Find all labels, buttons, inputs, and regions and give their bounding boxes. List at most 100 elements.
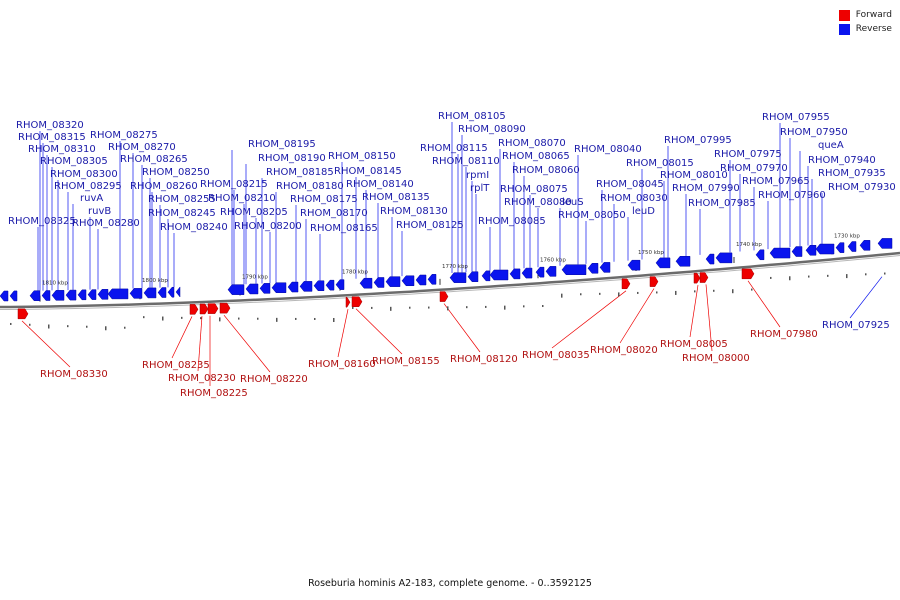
reverse-gene-arrow	[97, 289, 109, 300]
minor-mark	[447, 306, 449, 311]
reverse-gene-label: RHOM_08130	[380, 206, 448, 217]
reverse-gene-arrow	[373, 277, 385, 288]
reverse-gene-label: leuD	[632, 206, 655, 217]
reverse-gene-label: RHOM_07985	[688, 198, 756, 209]
scale-ticks: 1810 kbp 1800 kbp 1790 kbp 1780 kbp 1770 kbp…	[10, 233, 886, 331]
reverse-gene-label: RHOM_08185	[266, 167, 334, 178]
reverse-gene-label: rpmI	[466, 170, 489, 181]
reverse-gene-label: RHOM_08270	[108, 142, 176, 153]
reverse-gene-label: RHOM_07975	[714, 149, 782, 160]
forward-gene-label: RHOM_08235	[142, 360, 210, 371]
reverse-gene-arrow	[859, 240, 871, 251]
forward-gene-arrow	[699, 272, 709, 283]
reverse-gene-arrow	[655, 257, 671, 269]
reverse-gene-label: RHOM_08075	[500, 184, 568, 195]
reverse-gene-arrow	[271, 282, 287, 293]
reverse-gene-arrow	[0, 290, 9, 302]
reverse-gene-label: ruvB	[88, 206, 111, 217]
tick-label: 1740 kbp	[736, 242, 762, 248]
forward-gene-arrow	[219, 302, 231, 314]
legend-forward-label: Forward	[855, 10, 892, 20]
reverse-gene-arrow	[157, 287, 167, 298]
reverse-gene-arrow	[561, 264, 587, 275]
reverse-gene-arrow	[715, 252, 733, 264]
reverse-gene-label: RHOM_07970	[720, 163, 788, 174]
reverse-gene-label: RHOM_08240	[160, 222, 228, 233]
minor-mark	[10, 322, 12, 325]
minor-mark	[257, 317, 259, 320]
reverse-gene-label: RHOM_08165	[310, 223, 378, 234]
label-leader	[197, 316, 203, 372]
reverse-gene-label: RHOM_07940	[808, 155, 876, 166]
minor-mark	[694, 290, 696, 293]
reverse-gene-label: RHOM_08200	[234, 221, 302, 232]
label-leader	[705, 284, 713, 352]
reverse-gene-arrow	[51, 290, 65, 301]
forward-gene-label: RHOM_08035	[522, 350, 590, 361]
minor-mark	[352, 306, 354, 309]
minor-mark	[675, 290, 677, 295]
reverse-gene-label: RHOM_08050	[558, 210, 626, 221]
reverse-gene-arrow	[627, 259, 641, 271]
reverse-gene-label: RHOM_08195	[248, 139, 316, 150]
reverse-gene-arrow	[41, 290, 51, 301]
reverse-gene-label: RHOM_08325	[8, 216, 76, 227]
forward-gene-arrow	[693, 272, 701, 284]
reverse-gene-arrow	[107, 288, 129, 300]
reverse-gene-label: RHOM_08315	[18, 132, 86, 143]
minor-mark	[770, 276, 772, 279]
minor-mark	[105, 326, 107, 331]
reverse-gene-label: RHOM_08305	[40, 156, 108, 167]
reverse-gene-arrow	[259, 283, 271, 294]
reverse-gene-label: queA	[818, 140, 844, 151]
minor-mark	[219, 317, 221, 322]
label-leader	[551, 290, 627, 349]
reverse-gene-label: RHOM_08010	[660, 170, 728, 181]
minor-mark	[124, 326, 126, 329]
minor-mark	[485, 305, 487, 308]
tick-label: 1750 kbp	[638, 250, 664, 256]
reverse-gene-arrow	[535, 266, 545, 278]
reverse-gene-label: RHOM_08280	[72, 218, 140, 229]
reverse-gene-arrow	[815, 243, 835, 255]
reverse-gene-arrow	[29, 290, 41, 301]
genome-caption: Roseburia hominis A2-183, complete genom…	[308, 578, 592, 589]
label-leader	[21, 320, 71, 368]
minor-mark	[428, 306, 430, 309]
label-leader	[223, 314, 271, 373]
reverse-gene-arrow	[545, 266, 557, 277]
legend-reverse-label: Reverse	[855, 24, 892, 34]
forward-gene-arrow	[345, 296, 351, 308]
reverse-gene-arrow	[9, 290, 18, 302]
forward-gene-label: RHOM_08230	[168, 373, 236, 384]
reverse-gene-arrow	[481, 270, 491, 282]
reverse-gene-arrow	[791, 246, 803, 257]
forward-gene-arrow	[189, 304, 199, 315]
reverse-gene-label: RHOM_08320	[16, 120, 84, 131]
forward-gene-arrow	[621, 278, 631, 290]
legend-forward[interactable]: Forward	[838, 8, 892, 22]
forward-gene-label: RHOM_08330	[40, 369, 108, 380]
reverse-gene-label: ruvA	[80, 193, 103, 204]
forward-gene-label: RHOM_08220	[240, 374, 308, 385]
legend-reverse[interactable]: Reverse	[838, 22, 892, 36]
minor-mark	[656, 291, 658, 294]
reverse-gene-label: RHOM_08190	[258, 153, 326, 164]
minor-mark	[846, 274, 848, 279]
minor-mark	[504, 305, 506, 310]
reverse-gene-label: RHOM_08040	[574, 144, 642, 155]
reverse-gene-label: RHOM_08215	[200, 179, 268, 190]
reverse-gene-label: RHOM_07960	[758, 190, 826, 201]
minor-mark	[86, 325, 88, 328]
label-leader	[171, 316, 193, 359]
minor-mark	[333, 317, 335, 322]
reverse-gene-arrow	[805, 245, 817, 256]
reverse-genes	[0, 238, 893, 302]
reverse-gene-label: RHOM_08115	[420, 143, 488, 154]
gene-labels: RHOM_08320RHOM_08315RHOM_08310RHOM_08305…	[8, 111, 896, 399]
reverse-gene-arrow	[509, 268, 521, 280]
minor-mark	[542, 305, 544, 308]
reverse-gene-label: RHOM_08205	[220, 207, 288, 218]
reverse-gene-label: RHOM_08085	[478, 216, 546, 227]
minor-mark	[200, 317, 202, 320]
